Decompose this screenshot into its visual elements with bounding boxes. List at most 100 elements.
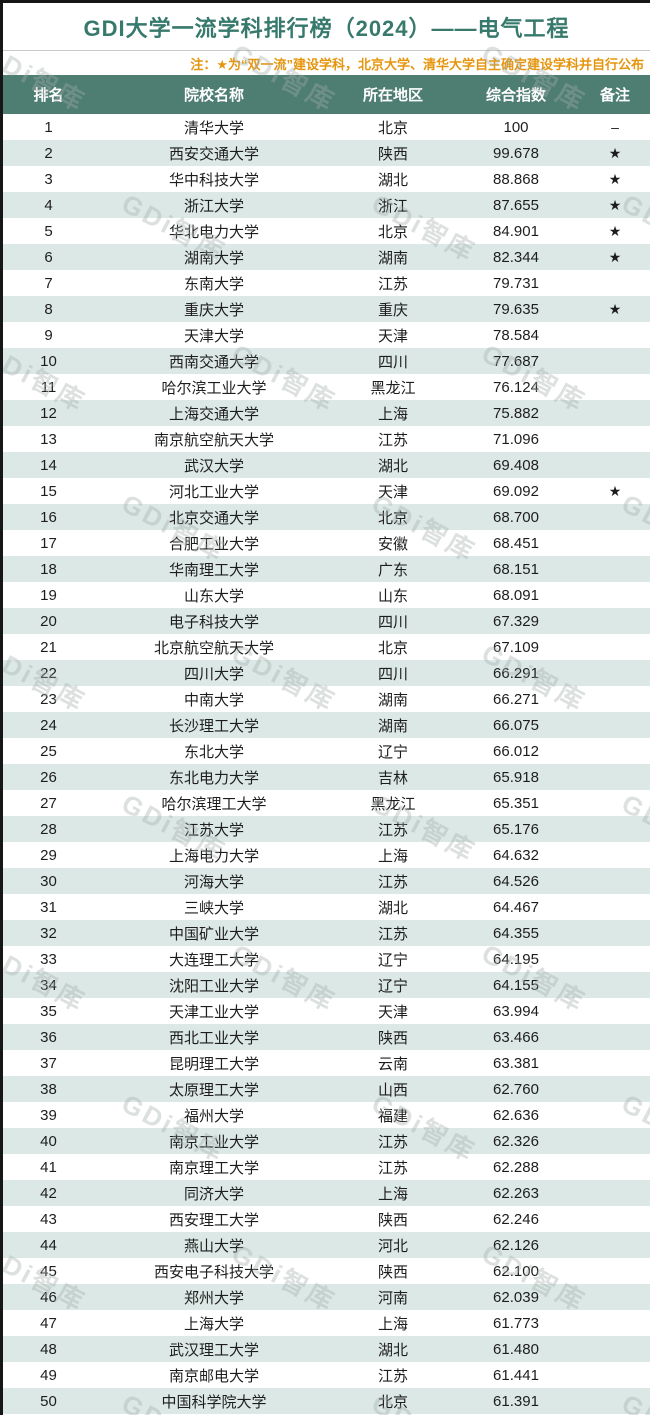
name-cell: 上海交通大学: [168, 405, 259, 423]
note-text: 注：★为“双一流”建设学科，北京大学、清华大学自主确定建设学科并自行公布: [190, 56, 644, 72]
rank-cell: 23: [40, 690, 57, 708]
rank-cell: 34: [40, 976, 57, 994]
name-cell: 华北电力大学: [168, 223, 259, 241]
name-cell: 东北电力大学: [168, 769, 259, 787]
table-row: 27 哈尔滨理工大学 黑龙江 65.351: [3, 790, 650, 816]
rank-cell: 20: [40, 612, 57, 630]
name-cell: 合肥工业大学: [168, 535, 259, 553]
region-cell: 山西: [377, 1081, 408, 1099]
region-cell: 云南: [377, 1055, 408, 1073]
rank-cell: 32: [40, 924, 57, 942]
index-cell: 63.381: [493, 1054, 539, 1072]
region-cell: 湖北: [377, 171, 408, 189]
index-cell: 67.109: [493, 638, 539, 656]
index-cell: 87.655: [493, 196, 539, 214]
rank-cell: 1: [44, 118, 53, 136]
rank-cell: 22: [40, 664, 57, 682]
name-cell: 上海大学: [183, 1315, 244, 1333]
region-cell: 河南: [377, 1289, 408, 1307]
name-cell: 昆明理工大学: [168, 1055, 259, 1073]
name-cell: 清华大学: [183, 119, 244, 137]
rank-cell: 14: [40, 456, 57, 474]
rank-cell: 25: [40, 742, 57, 760]
name-cell: 长沙理工大学: [168, 717, 259, 735]
region-cell: 上海: [377, 847, 408, 865]
rank-cell: 49: [40, 1366, 57, 1384]
index-cell: 79.731: [493, 274, 539, 292]
name-cell: 南京航空航天大学: [153, 431, 274, 449]
rank-cell: 39: [40, 1106, 57, 1124]
name-cell: 武汉大学: [183, 457, 244, 475]
name-cell: 燕山大学: [183, 1237, 244, 1255]
index-cell: 64.526: [493, 872, 539, 890]
remark-cell: ★: [608, 170, 622, 187]
rank-cell: 21: [40, 638, 57, 656]
index-cell: 62.263: [493, 1184, 539, 1202]
remark-cell: ★: [608, 222, 622, 239]
rank-cell: 5: [44, 222, 53, 240]
index-cell: 63.994: [493, 1002, 539, 1020]
table-row: 25 东北大学 辽宁 66.012: [3, 738, 650, 764]
region-cell: 吉林: [377, 769, 408, 787]
name-cell: 华南理工大学: [168, 561, 259, 579]
rank-cell: 2: [44, 144, 53, 162]
name-cell: 三峡大学: [183, 899, 244, 917]
region-cell: 江苏: [377, 925, 408, 943]
rank-cell: 26: [40, 768, 57, 786]
region-cell: 山东: [377, 587, 408, 605]
index-cell: 62.039: [493, 1288, 539, 1306]
index-cell: 61.441: [493, 1366, 539, 1384]
rank-cell: 35: [40, 1002, 57, 1020]
index-cell: 64.467: [493, 898, 539, 916]
name-cell: 天津大学: [183, 327, 244, 345]
region-cell: 辽宁: [377, 743, 408, 761]
rank-cell: 15: [40, 482, 57, 500]
table-row: 39 福州大学 福建 62.636: [3, 1102, 650, 1128]
region-cell: 北京: [377, 223, 408, 241]
region-cell: 天津: [377, 327, 408, 345]
name-cell: 哈尔滨理工大学: [161, 795, 267, 813]
region-cell: 湖北: [377, 899, 408, 917]
region-cell: 天津: [377, 483, 408, 501]
region-cell: 浙江: [377, 197, 408, 215]
table-row: 8 重庆大学 重庆 79.635 ★: [3, 296, 650, 322]
index-cell: 64.632: [493, 846, 539, 864]
index-cell: 69.092: [493, 482, 539, 500]
rank-cell: 10: [40, 352, 57, 370]
region-cell: 辽宁: [377, 951, 408, 969]
table-row: 3 华中科技大学 湖北 88.868 ★: [3, 166, 650, 192]
name-cell: 南京邮电大学: [168, 1367, 259, 1385]
name-cell: 重庆大学: [183, 301, 244, 319]
index-cell: 66.271: [493, 690, 539, 708]
table-row: 4 浙江大学 浙江 87.655 ★: [3, 192, 650, 218]
region-cell: 天津: [377, 1003, 408, 1021]
table-row: 19 山东大学 山东 68.091: [3, 582, 650, 608]
index-cell: 64.155: [493, 976, 539, 994]
rank-cell: 31: [40, 898, 57, 916]
table-row: 38 太原理工大学 山西 62.760: [3, 1076, 650, 1102]
table-row: 5 华北电力大学 北京 84.901 ★: [3, 218, 650, 244]
remark-cell: ★: [608, 300, 622, 317]
region-cell: 北京: [377, 639, 408, 657]
table-row: 14 武汉大学 湖北 69.408: [3, 452, 650, 478]
index-cell: 62.126: [493, 1236, 539, 1254]
rank-cell: 18: [40, 560, 57, 578]
table-row: 48 武汉理工大学 湖北 61.480: [3, 1336, 650, 1362]
column-header-name: 院校名称: [183, 87, 244, 104]
rank-cell: 4: [44, 196, 53, 214]
rank-cell: 36: [40, 1028, 57, 1046]
title-divider: [3, 50, 650, 51]
region-cell: 北京: [377, 119, 408, 137]
table-row: 18 华南理工大学 广东 68.151: [3, 556, 650, 582]
column-header-index: 综合指数: [485, 87, 546, 104]
rank-cell: 50: [40, 1392, 57, 1410]
name-cell: 湖南大学: [183, 249, 244, 267]
region-cell: 江苏: [377, 1159, 408, 1177]
region-cell: 上海: [377, 405, 408, 423]
column-header-remark: 备注: [599, 87, 630, 104]
rank-cell: 6: [44, 248, 53, 266]
name-cell: 山东大学: [183, 587, 244, 605]
index-cell: 69.408: [493, 456, 539, 474]
rank-cell: 28: [40, 820, 57, 838]
rank-cell: 11: [40, 378, 57, 396]
